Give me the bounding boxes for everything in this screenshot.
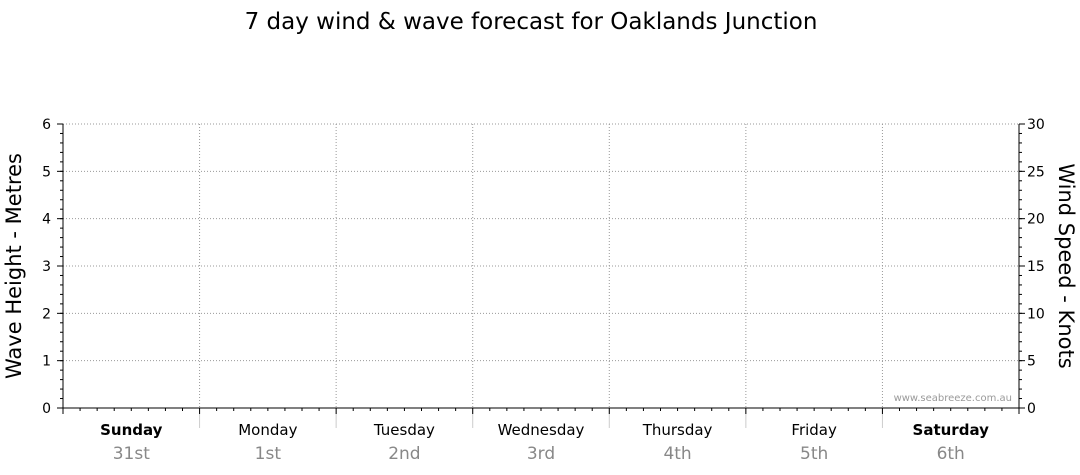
day-date-label: 31st [113, 444, 150, 464]
right-tick-label: 15 [1027, 259, 1045, 275]
grid-lines [63, 123, 1019, 428]
day-name-label: Monday [238, 421, 297, 439]
day-labels: Sunday 31st Monday 1st Tuesday 2nd Wednesday 3r… [100, 421, 989, 464]
right-tick-label: 10 [1027, 306, 1045, 322]
right-tick-label: 0 [1027, 401, 1036, 417]
day-name-label: Tuesday [373, 421, 435, 439]
left-tick-label: 4 [42, 212, 51, 228]
day-date-label: 1st [255, 444, 282, 464]
left-tick-label: 3 [42, 259, 51, 275]
chart-title: 7 day wind & wave forecast for Oaklands … [245, 9, 818, 35]
left-tick-label: 5 [42, 164, 51, 180]
right-tick-label: 5 [1027, 354, 1036, 370]
right-tick-label: 30 [1027, 117, 1045, 133]
day-date-label: 6th [937, 444, 965, 464]
day-date-label: 5th [800, 444, 828, 464]
right-tick-label: 25 [1027, 164, 1045, 180]
axes [57, 123, 1025, 414]
left-tick-label: 2 [42, 306, 51, 322]
day-name-label: Sunday [100, 421, 163, 439]
right-axis-title: Wind Speed - Knots [1054, 163, 1078, 368]
day-name-label: Wednesday [498, 421, 585, 439]
day-name-label: Thursday [642, 421, 713, 439]
day-name-label: Saturday [913, 421, 990, 439]
day-name-label: Friday [791, 421, 837, 439]
left-axis-title: Wave Height - Metres [2, 153, 26, 379]
watermark-text: www.seabreeze.com.au [894, 393, 1012, 404]
day-date-label: 3rd [527, 444, 555, 464]
tick-labels: 0 1 2 3 4 5 6 0 5 10 15 20 25 30 [42, 117, 1045, 417]
day-date-label: 2nd [388, 444, 420, 464]
left-tick-label: 1 [42, 354, 51, 370]
left-tick-label: 6 [42, 117, 51, 133]
left-tick-label: 0 [42, 401, 51, 417]
right-tick-label: 20 [1027, 212, 1045, 228]
day-date-label: 4th [663, 444, 691, 464]
